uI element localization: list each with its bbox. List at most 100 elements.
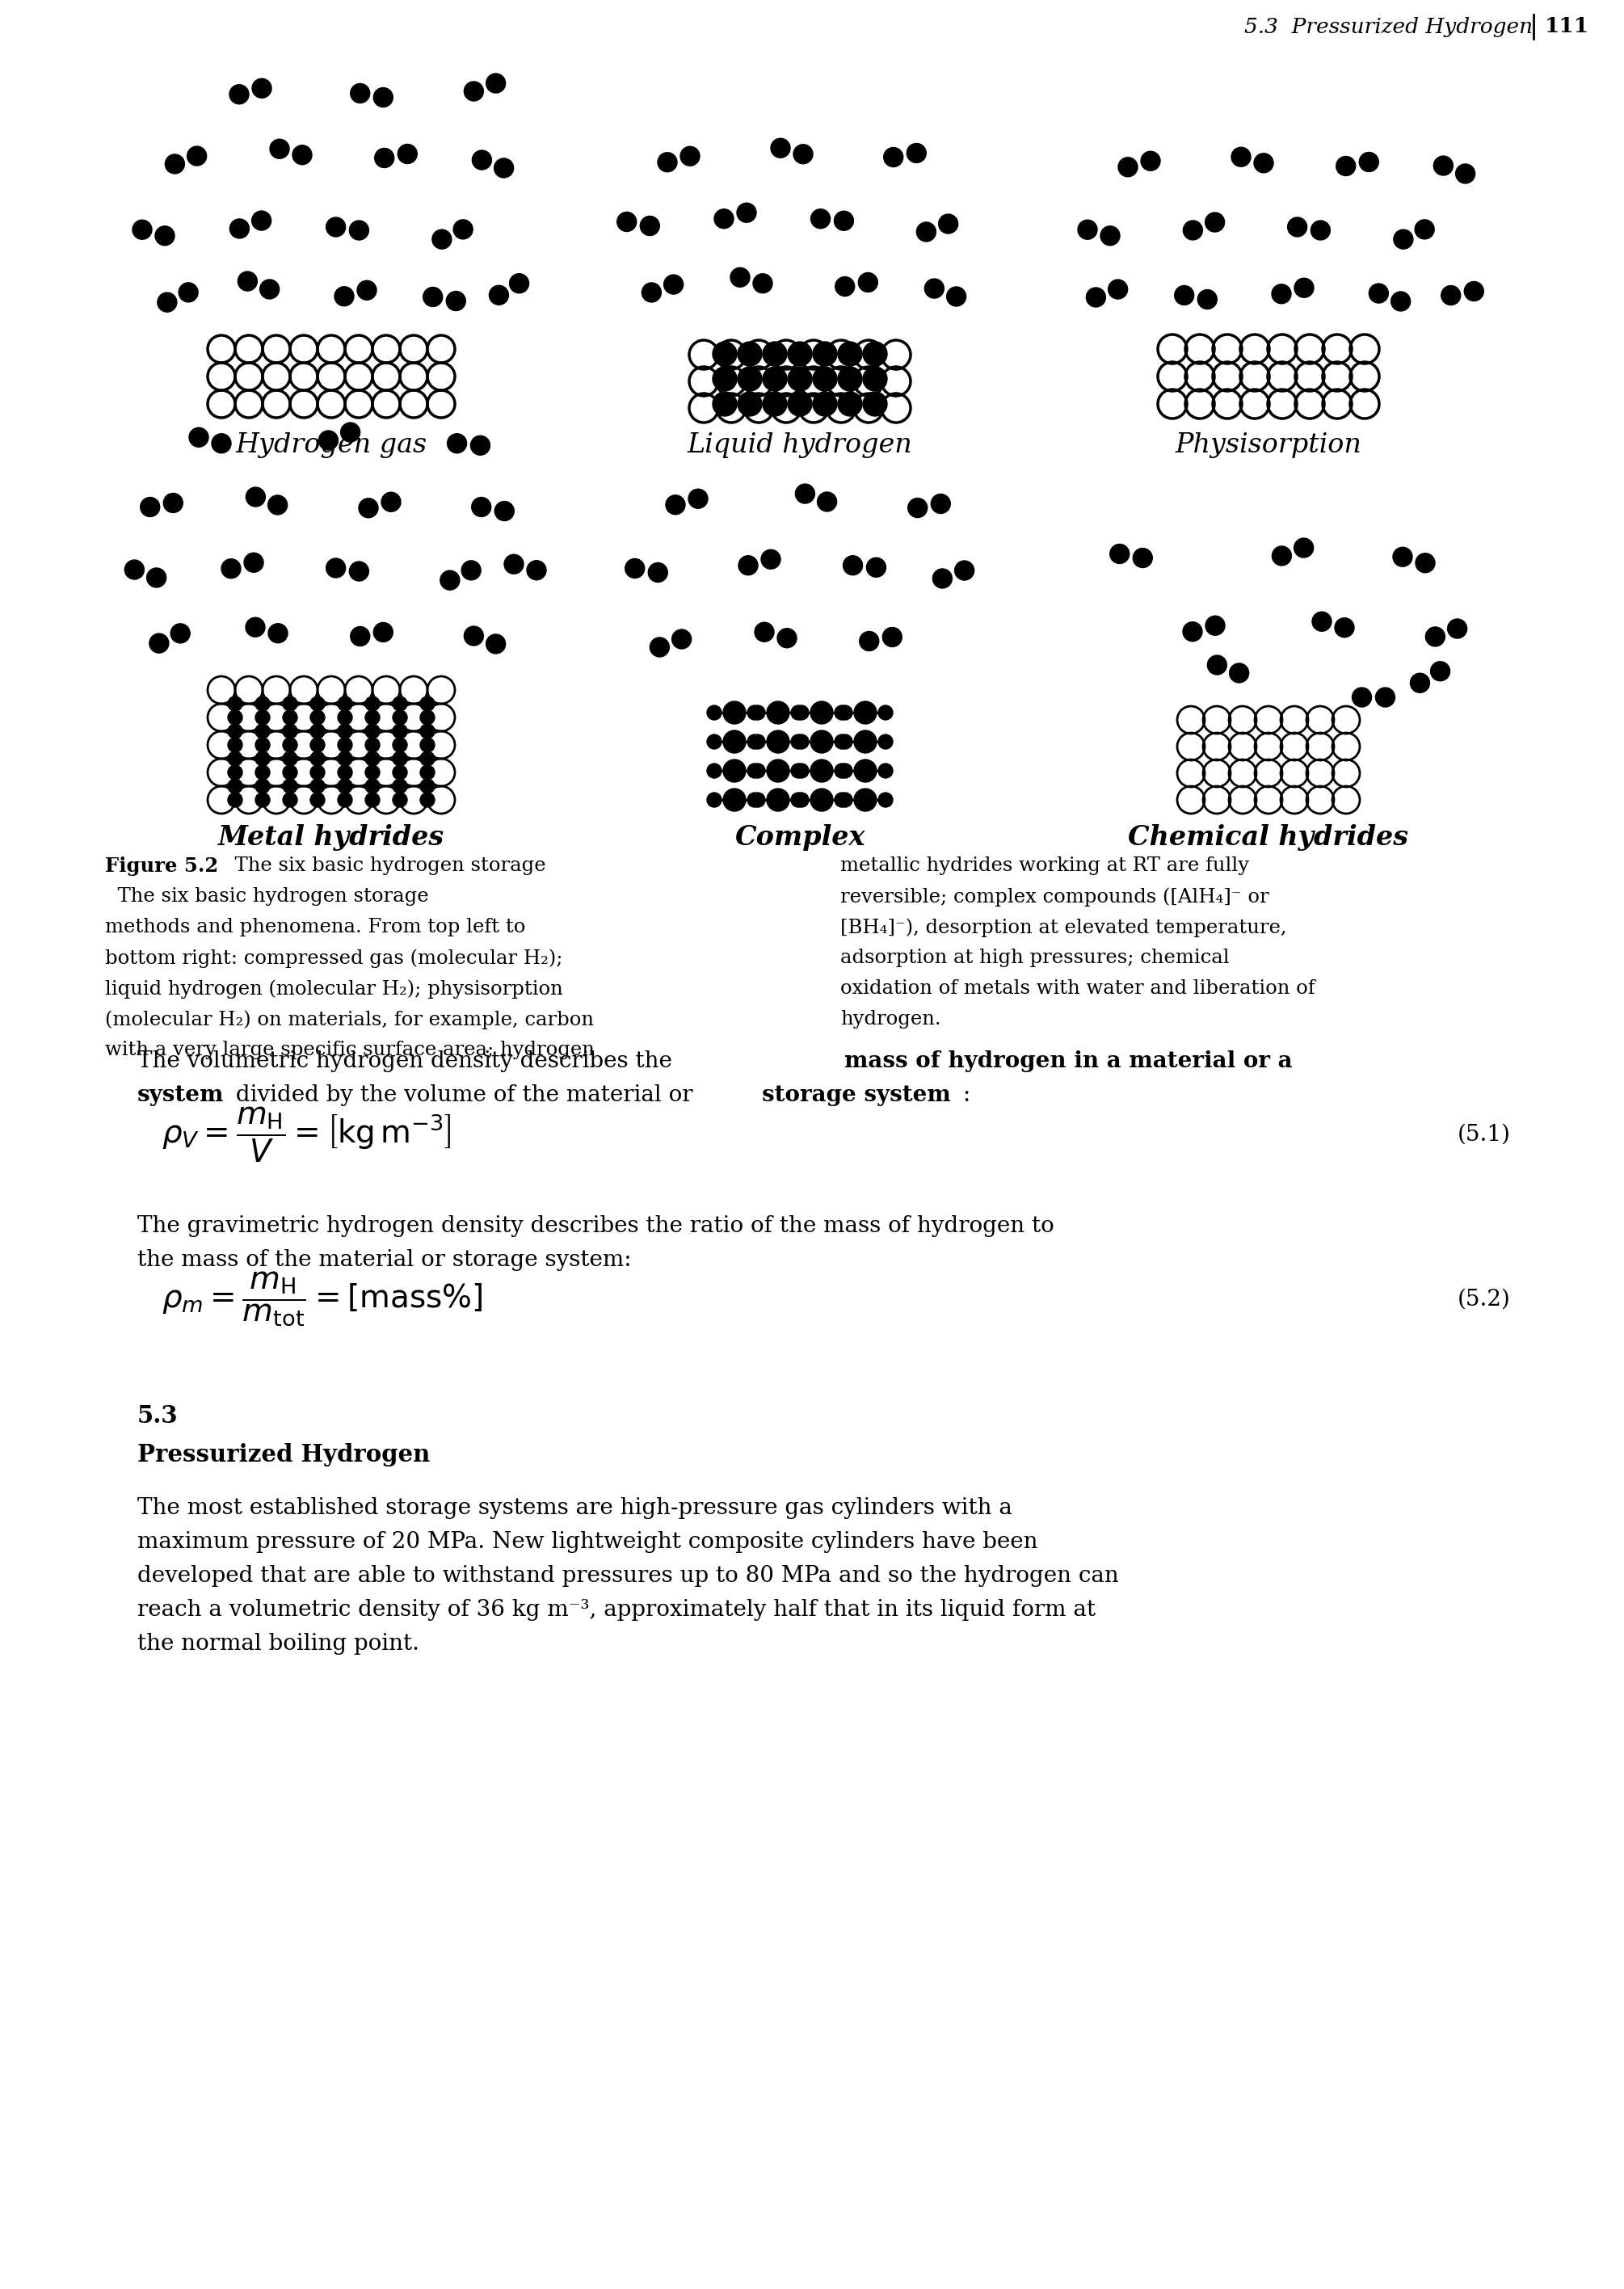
Circle shape: [791, 792, 806, 808]
Circle shape: [838, 765, 853, 778]
Circle shape: [771, 137, 791, 158]
Text: The gravimetric hydrogen density describes the ratio of the mass of hydrogen to: The gravimetric hydrogen density describ…: [138, 1215, 1054, 1236]
Circle shape: [365, 710, 380, 726]
Circle shape: [421, 792, 435, 808]
Circle shape: [187, 146, 206, 165]
Circle shape: [1254, 153, 1273, 172]
Circle shape: [812, 341, 836, 366]
Circle shape: [854, 700, 877, 723]
Circle shape: [706, 735, 721, 749]
Circle shape: [310, 696, 325, 712]
Circle shape: [1205, 213, 1224, 231]
Circle shape: [188, 428, 208, 446]
Circle shape: [706, 792, 721, 808]
Circle shape: [763, 391, 788, 417]
Circle shape: [723, 700, 745, 723]
Circle shape: [133, 220, 153, 240]
Circle shape: [810, 730, 833, 753]
Circle shape: [1431, 662, 1450, 680]
Circle shape: [1197, 291, 1216, 309]
Circle shape: [762, 549, 781, 570]
Circle shape: [421, 778, 435, 794]
Circle shape: [146, 568, 166, 588]
Text: mass of hydrogen in a material or a: mass of hydrogen in a material or a: [844, 1051, 1293, 1071]
Circle shape: [1134, 549, 1153, 568]
Circle shape: [754, 275, 773, 293]
Circle shape: [672, 629, 692, 648]
Text: The most established storage systems are high-pressure gas cylinders with a: The most established storage systems are…: [138, 1497, 1012, 1520]
Circle shape: [252, 211, 271, 231]
Circle shape: [1288, 217, 1307, 236]
Circle shape: [245, 618, 265, 636]
Text: reach a volumetric density of 36 kg m⁻³, approximately half that in its liquid f: reach a volumetric density of 36 kg m⁻³,…: [138, 1600, 1096, 1621]
Circle shape: [1410, 673, 1429, 694]
Circle shape: [486, 634, 505, 655]
Circle shape: [835, 792, 849, 808]
Circle shape: [791, 765, 806, 778]
Circle shape: [1415, 220, 1434, 238]
Circle shape: [255, 765, 270, 781]
Circle shape: [398, 144, 417, 163]
Circle shape: [854, 760, 877, 783]
Circle shape: [245, 488, 265, 506]
Circle shape: [227, 778, 242, 794]
Circle shape: [310, 792, 325, 808]
Circle shape: [862, 366, 887, 391]
Circle shape: [843, 556, 862, 575]
Circle shape: [835, 735, 849, 749]
Circle shape: [1108, 279, 1127, 300]
Text: The six basic hydrogen storage: The six basic hydrogen storage: [222, 856, 546, 874]
Circle shape: [1393, 229, 1413, 250]
Circle shape: [283, 765, 297, 781]
Text: (molecular H₂) on materials, for example, carbon: (molecular H₂) on materials, for example…: [106, 1009, 594, 1030]
Circle shape: [1272, 547, 1291, 565]
Circle shape: [731, 268, 750, 286]
Circle shape: [149, 634, 169, 652]
Circle shape: [164, 492, 184, 513]
Circle shape: [835, 211, 854, 231]
Circle shape: [310, 778, 325, 794]
Circle shape: [648, 563, 667, 581]
Circle shape: [778, 629, 797, 648]
Circle shape: [879, 705, 893, 721]
Circle shape: [365, 696, 380, 712]
Circle shape: [838, 735, 853, 749]
Circle shape: [1311, 220, 1330, 240]
Circle shape: [879, 735, 893, 749]
Circle shape: [854, 790, 877, 810]
Circle shape: [393, 792, 408, 808]
Circle shape: [1376, 687, 1395, 707]
Circle shape: [244, 554, 263, 572]
Circle shape: [924, 279, 944, 298]
Text: :: :: [963, 1085, 970, 1106]
Circle shape: [1140, 151, 1160, 172]
Text: [BH₄]⁻), desorption at elevated temperature,: [BH₄]⁻), desorption at elevated temperat…: [840, 918, 1286, 936]
Circle shape: [374, 623, 393, 641]
Circle shape: [237, 272, 257, 291]
Circle shape: [664, 275, 684, 295]
Circle shape: [838, 341, 862, 366]
Circle shape: [338, 778, 352, 794]
Circle shape: [227, 765, 242, 781]
Circle shape: [854, 730, 877, 753]
Circle shape: [310, 751, 325, 767]
Circle shape: [1109, 545, 1129, 563]
Text: The six basic hydrogen storage: The six basic hydrogen storage: [106, 888, 429, 906]
Circle shape: [494, 158, 513, 179]
Circle shape: [140, 497, 159, 517]
Circle shape: [421, 696, 435, 712]
Circle shape: [526, 561, 546, 579]
Circle shape: [862, 391, 887, 417]
Text: Complex: Complex: [734, 824, 866, 852]
Text: Chemical hydrides: Chemical hydrides: [1129, 824, 1408, 852]
Circle shape: [338, 737, 352, 753]
Circle shape: [382, 492, 401, 513]
Circle shape: [255, 696, 270, 712]
Circle shape: [156, 227, 174, 245]
Circle shape: [1369, 284, 1389, 302]
Circle shape: [227, 723, 242, 739]
Circle shape: [791, 705, 806, 721]
Text: oxidation of metals with water and liberation of: oxidation of metals with water and liber…: [840, 980, 1315, 998]
Circle shape: [750, 705, 765, 721]
Circle shape: [650, 636, 669, 657]
